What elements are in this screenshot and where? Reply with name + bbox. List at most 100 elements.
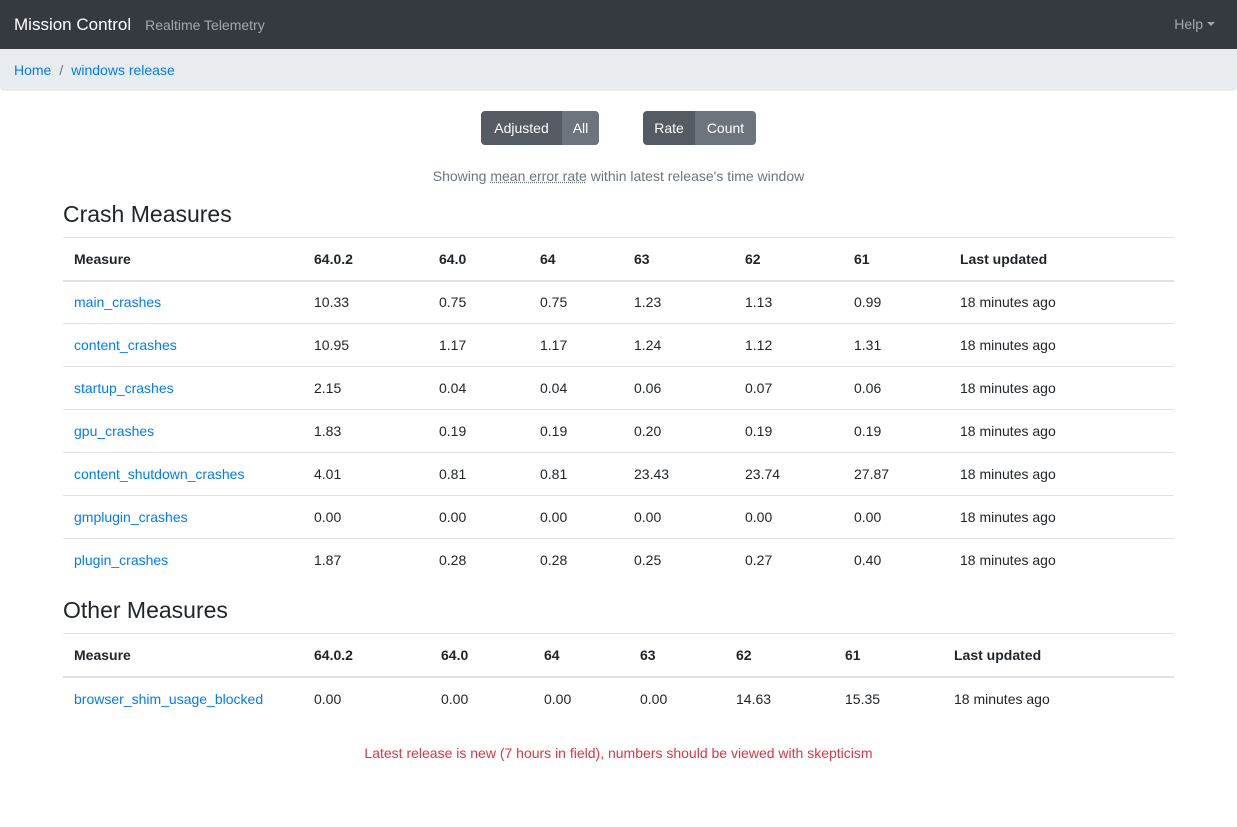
value-cell: 1.83 bbox=[303, 409, 428, 453]
value-cell: 0.07 bbox=[734, 366, 843, 410]
measure-link[interactable]: startup_crashes bbox=[74, 380, 174, 396]
app-subtitle: Realtime Telemetry bbox=[145, 16, 265, 33]
table-row: startup_crashes 2.15 0.04 0.04 0.06 0.07 0.06 1… bbox=[63, 366, 1174, 410]
new-release-warning: Latest release is new (7 hours in field)… bbox=[364, 744, 873, 761]
last-updated-cell: 18 minutes ago bbox=[949, 323, 1174, 367]
value-cell: 0.00 bbox=[314, 690, 342, 707]
other-measures-section: Other Measures Measure 64.0.2 64.0 64 63 62 61… bbox=[63, 596, 1174, 761]
column-header: Measure bbox=[63, 237, 303, 282]
value-cell: 0.19 bbox=[843, 409, 949, 453]
adjusted-button[interactable]: Adjusted bbox=[481, 111, 562, 145]
value-cell: 15.35 bbox=[845, 690, 881, 707]
value-cell: 1.31 bbox=[843, 323, 949, 367]
measure-link[interactable]: gpu_crashes bbox=[74, 423, 155, 439]
value-cell: 0.27 bbox=[734, 538, 843, 582]
table-row: gmplugin_crashes 0.00 0.00 0.00 0.00 0.00 0.00… bbox=[63, 495, 1174, 539]
value-cell: 1.87 bbox=[303, 538, 428, 582]
measure-cell: content_crashes bbox=[63, 323, 303, 367]
other-measures-table: Measure 64.0.2 64.0 64 63 62 61 Last updated br… bbox=[63, 633, 1174, 720]
measure-link[interactable]: browser_shim_usage_blocked bbox=[74, 690, 264, 707]
table-header-row: Measure 64.0.2 64.0 64 63 62 61 Last updated bbox=[63, 633, 1174, 678]
help-label: Help bbox=[1174, 16, 1203, 32]
view-caption: Showing mean error rate within latest re… bbox=[0, 168, 1237, 185]
column-header: 62 bbox=[734, 237, 843, 282]
value-cell: 0.00 bbox=[843, 495, 949, 539]
value-cell: 0.06 bbox=[623, 366, 734, 410]
rate-count-toggle: Rate Count bbox=[643, 111, 756, 145]
table-header-row: Measure 64.0.2 64.0 64 63 62 61 Last updated bbox=[63, 237, 1174, 282]
column-header: 61 bbox=[843, 237, 949, 282]
value-cell: 0.28 bbox=[529, 538, 623, 582]
value-cell: 0.00 bbox=[734, 495, 843, 539]
value-cell: 0.06 bbox=[843, 366, 949, 410]
value-cell: 1.24 bbox=[623, 323, 734, 367]
column-header: Last updated bbox=[949, 237, 1174, 282]
value-cell: 1.23 bbox=[634, 294, 662, 311]
value-cell: 1.12 bbox=[734, 323, 843, 367]
breadcrumb-current[interactable]: windows release bbox=[71, 62, 175, 78]
caption-suffix: within latest release's time window bbox=[586, 168, 805, 184]
all-button[interactable]: All bbox=[562, 111, 599, 145]
column-header: 63 bbox=[623, 237, 734, 282]
column-header: 64 bbox=[529, 237, 623, 282]
caption-metric: mean error rate bbox=[490, 168, 587, 184]
value-cell: 0.40 bbox=[843, 538, 949, 582]
breadcrumb-home[interactable]: Home bbox=[14, 62, 52, 78]
measure-link[interactable]: gmplugin_crashes bbox=[74, 509, 188, 525]
value-cell: 0.00 bbox=[640, 690, 668, 707]
value-cell: 0.00 bbox=[303, 495, 428, 539]
value-cell: 14.63 bbox=[736, 690, 772, 707]
crash-measures-title: Crash Measures bbox=[63, 201, 232, 227]
measure-cell: main_crashes bbox=[63, 281, 303, 324]
column-header: 64.0.2 bbox=[303, 237, 428, 282]
value-cell: 23.74 bbox=[734, 452, 843, 496]
help-menu[interactable]: Help bbox=[1174, 16, 1215, 32]
table-row: plugin_crashes 1.87 0.28 0.28 0.25 0.27 0.40 18… bbox=[63, 538, 1174, 582]
measure-link[interactable]: main_crashes bbox=[74, 294, 162, 311]
caret-down-icon bbox=[1207, 22, 1215, 26]
navbar: Mission Control Realtime Telemetry Help bbox=[0, 0, 1237, 49]
value-cell: 4.01 bbox=[303, 452, 428, 496]
measure-link[interactable]: plugin_crashes bbox=[74, 552, 169, 569]
crash-measures-section: Crash Measures Measure 64.0.2 64.0 64 63 62 61… bbox=[63, 200, 1174, 582]
value-cell: 0.19 bbox=[529, 409, 623, 453]
value-cell: 0.25 bbox=[623, 538, 734, 582]
measure-cell: content_shutdown_crashes bbox=[63, 452, 303, 496]
table-row: browser_shim_usage_blocked 0.00 0.00 0.00 0.… bbox=[63, 677, 1174, 720]
measure-cell: startup_crashes bbox=[63, 366, 303, 410]
value-cell: 0.81 bbox=[428, 452, 529, 496]
last-updated-cell: 18 minutes ago bbox=[949, 538, 1174, 582]
other-measures-title: Other Measures bbox=[63, 597, 228, 623]
count-button[interactable]: Count bbox=[695, 111, 756, 145]
measure-link[interactable]: content_shutdown_crashes bbox=[74, 466, 245, 482]
measure-link[interactable]: content_crashes bbox=[74, 337, 177, 353]
value-cell: 0.19 bbox=[428, 409, 529, 453]
column-header: 63 bbox=[629, 633, 725, 678]
breadcrumb: Home / windows release bbox=[0, 49, 1237, 91]
last-updated-cell: 18 minutes ago bbox=[949, 409, 1174, 453]
value-cell: 1.17 bbox=[428, 323, 529, 367]
value-cell: 0.19 bbox=[734, 409, 843, 453]
app-brand[interactable]: Mission Control bbox=[14, 14, 132, 34]
rate-button[interactable]: Rate bbox=[643, 111, 695, 145]
value-cell: 0.28 bbox=[428, 538, 529, 582]
table-row: main_crashes 10.33 0.75 0.75 1.23 1.13 0.99 18 … bbox=[63, 281, 1174, 324]
value-cell: 27.87 bbox=[843, 452, 949, 496]
measure-cell: gpu_crashes bbox=[63, 409, 303, 453]
column-header: Measure bbox=[63, 633, 303, 678]
value-cell: 0.00 bbox=[529, 495, 623, 539]
breadcrumb-separator: / bbox=[59, 62, 64, 78]
table-row: content_shutdown_crashes 4.01 0.81 0.81 23.4… bbox=[63, 452, 1174, 496]
column-header: 62 bbox=[725, 633, 834, 678]
measure-cell: plugin_crashes bbox=[63, 538, 303, 582]
measure-cell: gmplugin_crashes bbox=[63, 495, 303, 539]
value-cell: 0.04 bbox=[529, 366, 623, 410]
column-header: 64.0 bbox=[430, 633, 533, 678]
value-cell: 0.81 bbox=[529, 452, 623, 496]
column-header: 64 bbox=[533, 633, 629, 678]
last-updated-cell: 18 minutes ago bbox=[960, 294, 1056, 311]
column-header: 64.0 bbox=[428, 237, 529, 282]
last-updated-cell: 18 minutes ago bbox=[954, 690, 1050, 707]
value-cell: 10.33 bbox=[314, 294, 350, 311]
last-updated-cell: 18 minutes ago bbox=[949, 366, 1174, 410]
